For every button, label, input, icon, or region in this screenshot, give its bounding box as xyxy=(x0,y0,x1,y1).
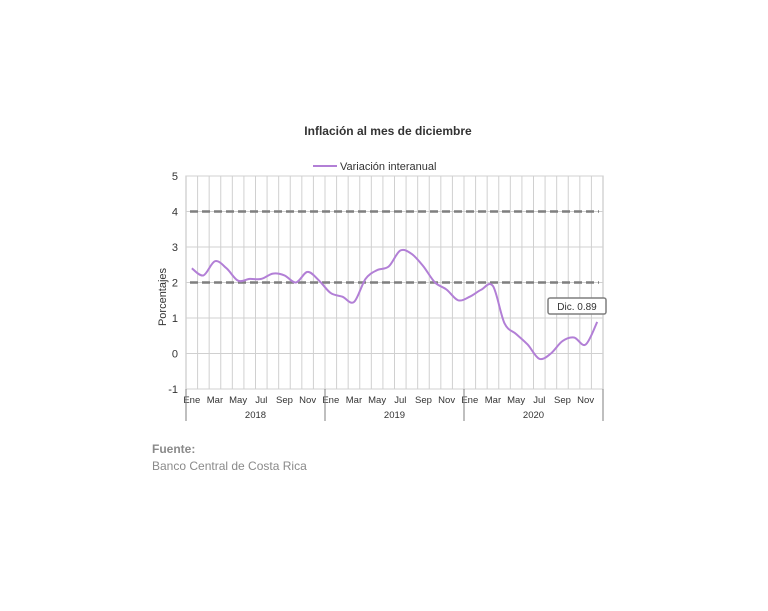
x-tick-label: May xyxy=(229,395,247,406)
source-block: Fuente: Banco Central de Costa Rica xyxy=(152,441,307,475)
y-tick-label: 2 xyxy=(172,278,178,290)
source-label: Fuente: xyxy=(152,442,196,456)
x-tick-label: Ene xyxy=(322,395,339,406)
series-line-variacion-interanual xyxy=(191,248,599,361)
plot-area: -1 0 1 2 3 4 5 Dic. 0.89 Ene Mar May Jul Sep Nov Ene Ma… xyxy=(168,171,607,421)
x-tick-label: Mar xyxy=(207,395,223,406)
y-tick-label: -1 xyxy=(168,384,178,396)
y-axis-label: Porcentajes xyxy=(157,267,169,326)
x-tick-label: Jul xyxy=(394,395,406,406)
x-tick-label: Sep xyxy=(554,395,571,406)
y-tick-label: 5 xyxy=(172,171,178,183)
annotation-label: Dic. 0.89 xyxy=(557,302,597,313)
x-tick-label: Mar xyxy=(346,395,362,406)
chart-title: Inflación al mes de diciembre xyxy=(304,124,472,138)
year-label: 2020 xyxy=(523,410,544,421)
x-tick-label: Jul xyxy=(255,395,267,406)
annotation-box xyxy=(547,297,607,315)
x-tick-label: Ene xyxy=(183,395,200,406)
x-tick-label: Nov xyxy=(438,395,455,406)
y-tick-label: 4 xyxy=(172,207,178,219)
x-tick-label: Jul xyxy=(533,395,545,406)
x-tick-label: May xyxy=(507,395,525,406)
x-tick-label: Sep xyxy=(276,395,293,406)
x-tick-label: Mar xyxy=(485,395,501,406)
x-tick-label: Nov xyxy=(299,395,316,406)
y-tick-label: 1 xyxy=(172,313,178,325)
x-tick-label: Sep xyxy=(415,395,432,406)
y-tick-label: 3 xyxy=(172,242,178,254)
legend-label: Variación interanual xyxy=(340,161,436,173)
legend: Variación interanual xyxy=(313,161,436,173)
x-tick-label: Ene xyxy=(461,395,478,406)
x-tick-label: Nov xyxy=(577,395,594,406)
year-label: 2018 xyxy=(245,410,266,421)
x-tick-label: May xyxy=(368,395,386,406)
source-text: Banco Central de Costa Rica xyxy=(152,459,307,473)
y-tick-label: 0 xyxy=(172,349,178,361)
year-label: 2019 xyxy=(384,410,405,421)
